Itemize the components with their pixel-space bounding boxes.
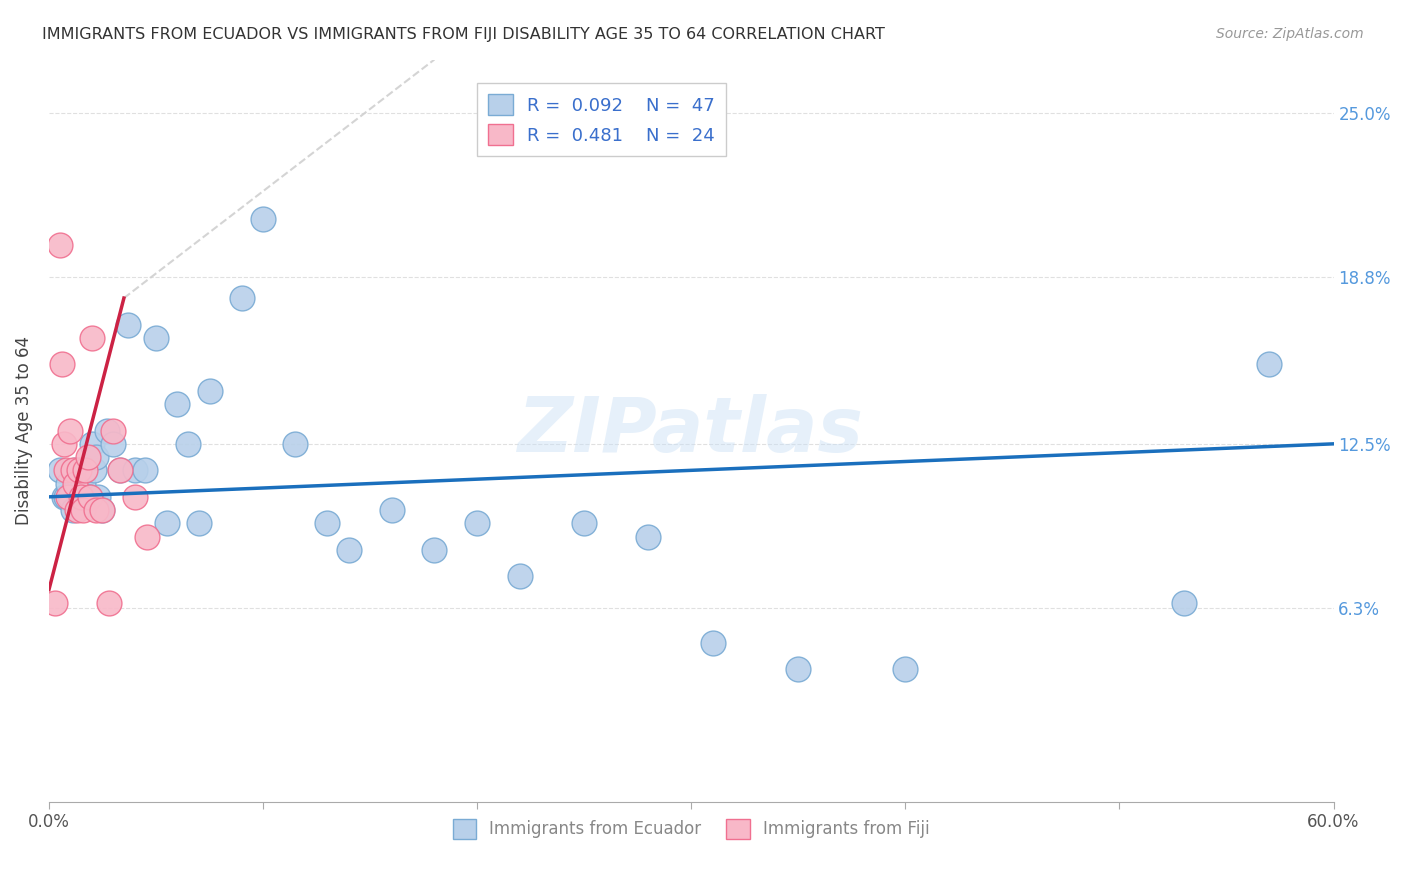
Point: [58, 476, 80, 491]
Point: [79, 490, 101, 504]
Text: Source: ZipAtlas.com: Source: ZipAtlas.com: [1216, 27, 1364, 41]
Point: [117, 318, 139, 332]
Point: [134, 463, 156, 477]
Point: [316, 516, 339, 531]
Point: [156, 516, 179, 531]
Point: [59, 424, 82, 438]
Point: [637, 530, 659, 544]
Point: [80, 331, 103, 345]
Point: [1173, 596, 1195, 610]
Point: [103, 437, 125, 451]
Point: [787, 662, 810, 676]
Point: [252, 211, 274, 226]
Point: [145, 331, 167, 345]
Point: [465, 516, 488, 531]
Point: [66, 476, 89, 491]
Point: [91, 503, 114, 517]
Point: [894, 662, 917, 676]
Point: [284, 437, 307, 451]
Point: [75, 463, 97, 477]
Point: [423, 542, 446, 557]
Point: [59, 490, 82, 504]
Point: [66, 503, 89, 517]
Point: [62, 503, 84, 517]
Point: [108, 463, 131, 477]
Text: IMMIGRANTS FROM ECUADOR VS IMMIGRANTS FROM FIJI DISABILITY AGE 35 TO 64 CORRELAT: IMMIGRANTS FROM ECUADOR VS IMMIGRANTS FR…: [42, 27, 884, 42]
Point: [96, 424, 118, 438]
Text: ZIPatlas: ZIPatlas: [519, 393, 865, 467]
Point: [87, 490, 110, 504]
Point: [70, 490, 93, 504]
Point: [231, 291, 253, 305]
Point: [79, 490, 101, 504]
Point: [574, 516, 596, 531]
Point: [63, 476, 86, 491]
Point: [63, 463, 86, 477]
Point: [55, 463, 77, 477]
Point: [103, 424, 125, 438]
Point: [380, 503, 402, 517]
Point: [108, 463, 131, 477]
Point: [124, 463, 146, 477]
Point: [76, 490, 98, 504]
Point: [509, 569, 531, 583]
Legend: Immigrants from Ecuador, Immigrants from Fiji: Immigrants from Ecuador, Immigrants from…: [446, 813, 936, 846]
Point: [91, 503, 114, 517]
Point: [97, 596, 120, 610]
Point: [48, 463, 70, 477]
Point: [1258, 357, 1281, 371]
Point: [72, 476, 94, 491]
Point: [52, 437, 75, 451]
Point: [67, 490, 90, 504]
Point: [51, 357, 73, 371]
Point: [337, 542, 360, 557]
Point: [72, 503, 94, 517]
Point: [75, 463, 97, 477]
Point: [76, 450, 98, 464]
Point: [83, 463, 105, 477]
Point: [58, 490, 80, 504]
Point: [166, 397, 188, 411]
Point: [48, 238, 70, 252]
Point: [177, 437, 200, 451]
Point: [62, 463, 84, 477]
Point: [84, 503, 107, 517]
Y-axis label: Disability Age 35 to 64: Disability Age 35 to 64: [15, 336, 32, 525]
Point: [187, 516, 209, 531]
Point: [44, 596, 66, 610]
Point: [198, 384, 221, 398]
Point: [55, 490, 77, 504]
Point: [136, 530, 159, 544]
Point: [84, 450, 107, 464]
Point: [80, 437, 103, 451]
Point: [70, 463, 93, 477]
Point: [67, 463, 90, 477]
Point: [52, 490, 75, 504]
Point: [124, 490, 146, 504]
Point: [702, 635, 724, 649]
